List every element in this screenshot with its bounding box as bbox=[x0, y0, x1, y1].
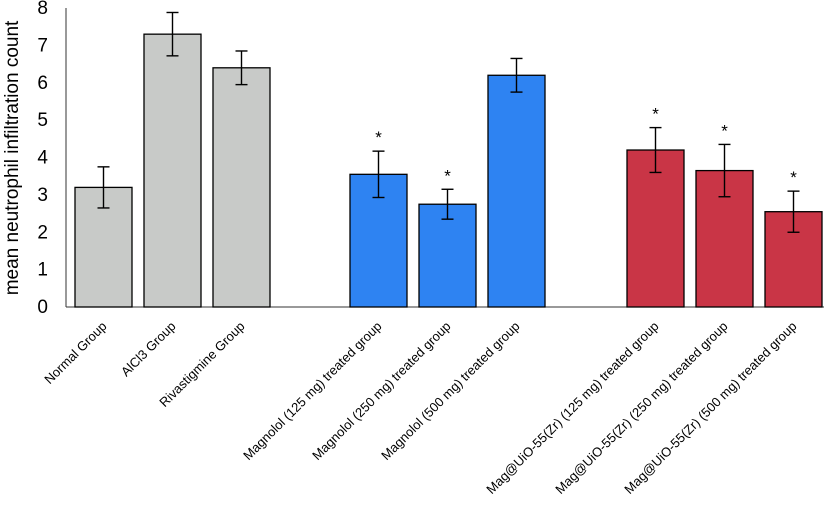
x-tick-label: AlCl3 Group bbox=[118, 319, 179, 380]
significance-star: * bbox=[652, 105, 659, 124]
significance-star: * bbox=[790, 168, 797, 187]
bar-control-3 bbox=[212, 67, 271, 308]
y-tick-label: 0 bbox=[37, 297, 48, 318]
significance-star: * bbox=[721, 121, 728, 140]
y-tick-label: 3 bbox=[37, 185, 48, 206]
x-tick-label: Magnolol (250 mg) treated group bbox=[309, 319, 453, 463]
y-tick-label: 7 bbox=[37, 35, 48, 56]
bars-layer bbox=[74, 11, 823, 308]
bar-magnolol-3 bbox=[487, 74, 546, 308]
x-tick-label: Normal Group bbox=[41, 319, 109, 387]
y-axis-label: mean neutrophil infiltration count bbox=[2, 20, 23, 295]
y-tick-label: 5 bbox=[37, 110, 48, 131]
bar-control-2 bbox=[143, 33, 202, 308]
y-tick-label: 8 bbox=[37, 0, 48, 19]
bar-magnolol-2 bbox=[418, 203, 477, 308]
y-tick-label: 1 bbox=[37, 260, 48, 281]
y-tick-label: 6 bbox=[37, 73, 48, 94]
x-tick-label: Magnolol (500 mg) treated group bbox=[378, 319, 522, 463]
bar-mag-uio-1 bbox=[626, 149, 685, 308]
significance-star: * bbox=[444, 166, 451, 185]
y-tick-label: 4 bbox=[37, 148, 48, 169]
x-tick-label: Magnolol (125 mg) treated group bbox=[240, 319, 384, 463]
significance-star: * bbox=[375, 128, 382, 147]
y-tick-label: 2 bbox=[37, 222, 48, 243]
